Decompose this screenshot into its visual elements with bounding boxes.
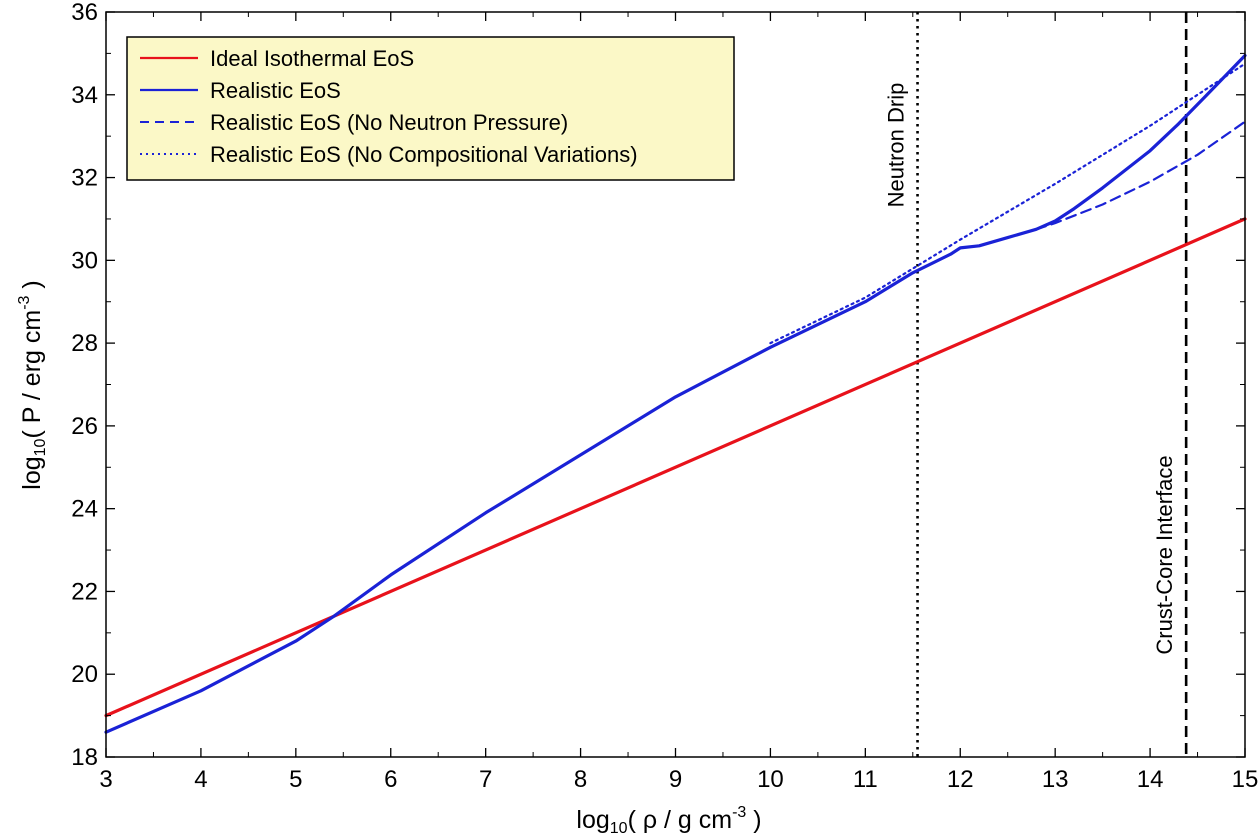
vline-label-2: Crust-Core Interface <box>1152 455 1177 654</box>
y-tick-label-5: 28 <box>71 330 98 357</box>
legend: Ideal Isothermal EoS Realistic EoS Realist… <box>126 36 735 181</box>
vline-label-1: Neutron Drip <box>884 83 909 208</box>
x-tick-label-1: 4 <box>194 766 207 793</box>
y-axis-title: log10( P / erg cm-3 ) <box>16 280 49 489</box>
y-tick-label-9: 36 <box>71 0 98 26</box>
x-tick-label-4: 7 <box>479 766 492 793</box>
series-line-3 <box>1035 120 1247 231</box>
legend-label-1: Ideal Isothermal EoS <box>210 46 414 71</box>
x-tick-label-12: 15 <box>1232 766 1259 793</box>
x-tick-label-7: 10 <box>757 766 784 793</box>
y-tick-label-6: 30 <box>71 247 98 274</box>
x-tick-label-3: 6 <box>384 766 397 793</box>
x-tick-label-8: 11 <box>853 766 878 793</box>
legend-label-4: Realistic EoS (No Compositional Variatio… <box>210 142 638 167</box>
x-tick-label-2: 5 <box>289 766 302 793</box>
series-lines <box>104 53 1247 734</box>
series-line-1 <box>104 217 1247 718</box>
x-tick-label-10: 13 <box>1042 766 1069 793</box>
y-tick-label-2: 22 <box>71 578 98 605</box>
axis-titles: log10( ρ / g cm-3 ) log10( P / erg cm-3 … <box>16 280 762 835</box>
y-tick-label-8: 34 <box>71 82 98 109</box>
legend-label-2: Realistic EoS <box>210 78 341 103</box>
y-tick-label-4: 26 <box>71 413 98 440</box>
y-tick-label-0: 18 <box>71 744 98 771</box>
series-line-4 <box>769 62 1247 345</box>
x-tick-label-11: 14 <box>1137 766 1164 793</box>
x-tick-label-9: 12 <box>947 766 974 793</box>
y-tick-label-7: 32 <box>71 165 98 192</box>
vertical-reference-lines: Neutron Drip Crust-Core Interface <box>884 12 1188 757</box>
y-tick-label-3: 24 <box>71 496 98 523</box>
x-tick-label-5: 8 <box>574 766 587 793</box>
x-axis-title: log10( ρ / g cm-3 ) <box>576 804 761 835</box>
x-tick-label-0: 3 <box>99 766 112 793</box>
series-line-2 <box>104 53 1247 734</box>
legend-label-3: Realistic EoS (No Neutron Pressure) <box>210 110 568 135</box>
legend-box <box>126 36 735 181</box>
x-tick-label-6: 9 <box>669 766 682 793</box>
y-tick-label-1: 20 <box>71 661 98 688</box>
